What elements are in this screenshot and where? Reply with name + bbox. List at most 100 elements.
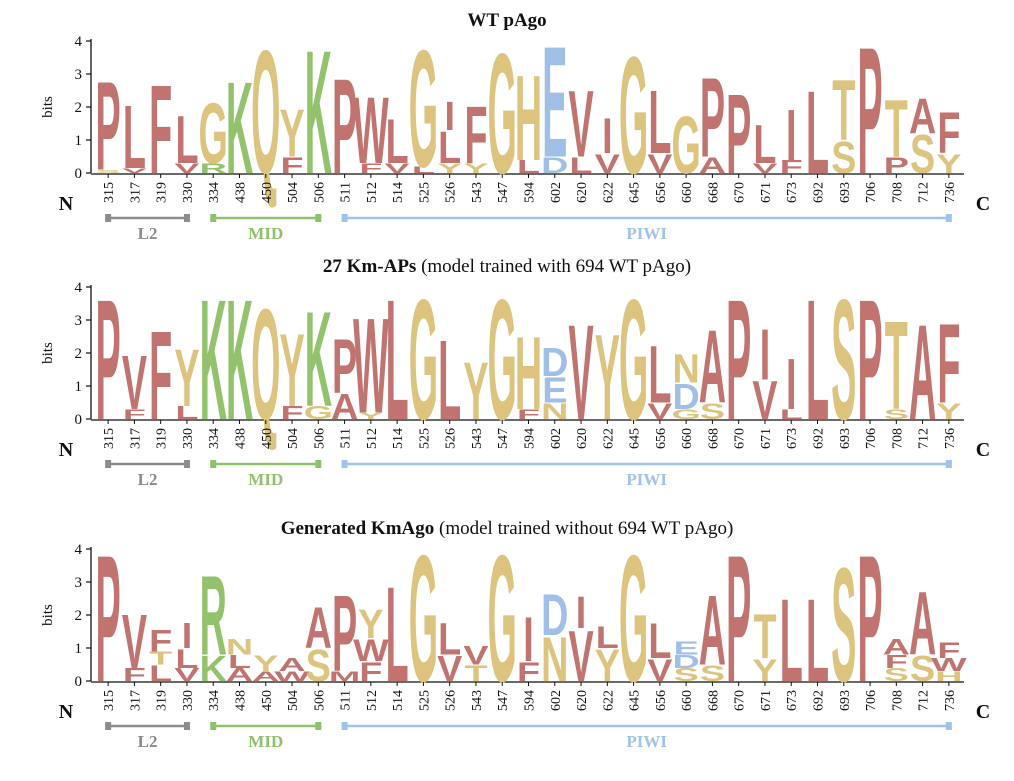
domain-bracket-end	[210, 214, 217, 222]
position-label: 511	[339, 182, 354, 202]
y-tick-label: 4	[75, 280, 83, 296]
logo-letter-W: W	[353, 633, 389, 668]
logo-letter-V: V	[568, 72, 593, 177]
logo-letter-S: S	[700, 399, 725, 424]
logo-letter-A: A	[278, 655, 305, 675]
logo-letter-A: A	[909, 89, 936, 144]
position-label: 526	[444, 428, 459, 449]
logo-letter-P: P	[726, 71, 751, 197]
logo-letter-L: L	[648, 614, 671, 669]
logo-letter-L: L	[228, 652, 251, 672]
logo-letter-L: L	[438, 122, 461, 173]
domain-bracket-end	[105, 722, 112, 730]
position-label: 712	[917, 182, 932, 203]
position-label: 504	[286, 690, 301, 711]
y-tick-label: 1	[75, 133, 83, 149]
logo-letter-L: L	[386, 264, 409, 456]
position-label: 450	[260, 690, 275, 711]
logo-letter-V: V	[122, 167, 147, 175]
logo-letter-L: L	[175, 643, 198, 674]
logo-letter-R: R	[200, 553, 227, 679]
logo-letter-M: M	[329, 669, 360, 684]
position-label: 334	[207, 690, 222, 711]
position-label: 660	[680, 428, 695, 449]
position-label: 319	[155, 182, 170, 203]
position-label: 547	[496, 428, 511, 449]
domain-bracket-end	[315, 722, 322, 730]
position-label: 315	[102, 182, 117, 203]
logo-letter-Y: Y	[595, 310, 620, 446]
logo-letter-T: T	[885, 85, 908, 175]
domain-label: PIWI	[626, 732, 667, 751]
logo-letter-P: P	[884, 153, 909, 178]
position-label: 620	[575, 690, 590, 711]
position-label: 645	[628, 182, 643, 203]
logo-letter-F: F	[937, 101, 960, 166]
logo-panel-3: Generated KmAgo (model trained without 6…	[40, 518, 990, 751]
logo-letter-A: A	[909, 572, 936, 674]
logo-letter-L: L	[386, 107, 409, 177]
logo-letter-N: N	[226, 634, 253, 659]
position-label: 668	[706, 690, 721, 711]
domain-label: MID	[248, 470, 283, 489]
logo-letter-S: S	[831, 264, 856, 456]
position-label: 692	[812, 690, 827, 711]
logo-letter-G: G	[488, 518, 517, 720]
position-label: 673	[785, 182, 800, 203]
logo-letter-F: F	[937, 638, 960, 663]
logo-letter-L: L	[570, 153, 593, 178]
logo-letter-V: V	[174, 665, 200, 685]
y-axis-label: bits	[40, 604, 56, 626]
logo-letter-K: K	[305, 15, 332, 211]
n-terminus-label: N	[59, 193, 74, 215]
logo-letter-F: F	[359, 656, 382, 687]
domain-mid: MID	[210, 214, 322, 243]
position-label: 506	[312, 690, 327, 711]
position-label: 512	[365, 690, 380, 711]
logo-letter-A: A	[699, 308, 726, 425]
logo-panel-2: 27 Km-APs (model trained with 694 WT pAg…	[40, 256, 990, 489]
domain-bracket-end	[341, 214, 348, 222]
logo-letter-A: A	[699, 153, 726, 178]
position-label: 602	[549, 182, 564, 203]
y-tick-label: 2	[75, 100, 83, 116]
logo-letter-Y: Y	[253, 651, 278, 676]
domain-bracket-end	[945, 214, 952, 222]
position-label: 656	[654, 182, 669, 203]
position-label: 670	[733, 428, 748, 449]
logo-letter-G: G	[619, 264, 648, 456]
domain-piwi: PIWI	[341, 214, 952, 243]
logo-letter-Y: Y	[463, 161, 488, 176]
logo-letter-D: D	[541, 340, 568, 386]
logo-letter-L: L	[175, 101, 198, 178]
logo-letter-H: H	[515, 315, 542, 432]
domain-l2: L2	[105, 214, 190, 243]
position-label: 594	[523, 690, 538, 711]
logo-letter-A: A	[305, 596, 332, 661]
domain-label: MID	[248, 732, 283, 751]
logo-letter-L: L	[780, 576, 803, 707]
position-label: 438	[234, 182, 249, 203]
logo-letter-I: I	[444, 94, 454, 140]
panel-title-bold: 27 Km-APs	[323, 256, 416, 277]
position-label: 438	[234, 690, 249, 711]
position-label: 645	[628, 690, 643, 711]
logo-letter-V: V	[647, 399, 672, 424]
logo-letter-S: S	[96, 169, 121, 174]
logo-letter-F: F	[281, 403, 304, 423]
domain-bracket-end	[210, 722, 217, 730]
position-label: 450	[260, 182, 275, 203]
position-label: 670	[733, 690, 748, 711]
y-tick-label: 0	[75, 674, 83, 690]
position-label: 543	[470, 690, 485, 711]
position-label: 656	[654, 428, 669, 449]
logo-letter-Y: Y	[936, 148, 961, 179]
logo-letter-I: I	[786, 345, 796, 425]
logo-letter-G: G	[619, 21, 648, 209]
position-label: 511	[339, 428, 354, 448]
logo-letter-W: W	[353, 79, 389, 184]
logo-letter-L: L	[596, 620, 619, 655]
logo-letter-Y: Y	[174, 334, 199, 424]
position-label: 506	[312, 428, 327, 449]
logo-letter-P: P	[332, 574, 357, 696]
